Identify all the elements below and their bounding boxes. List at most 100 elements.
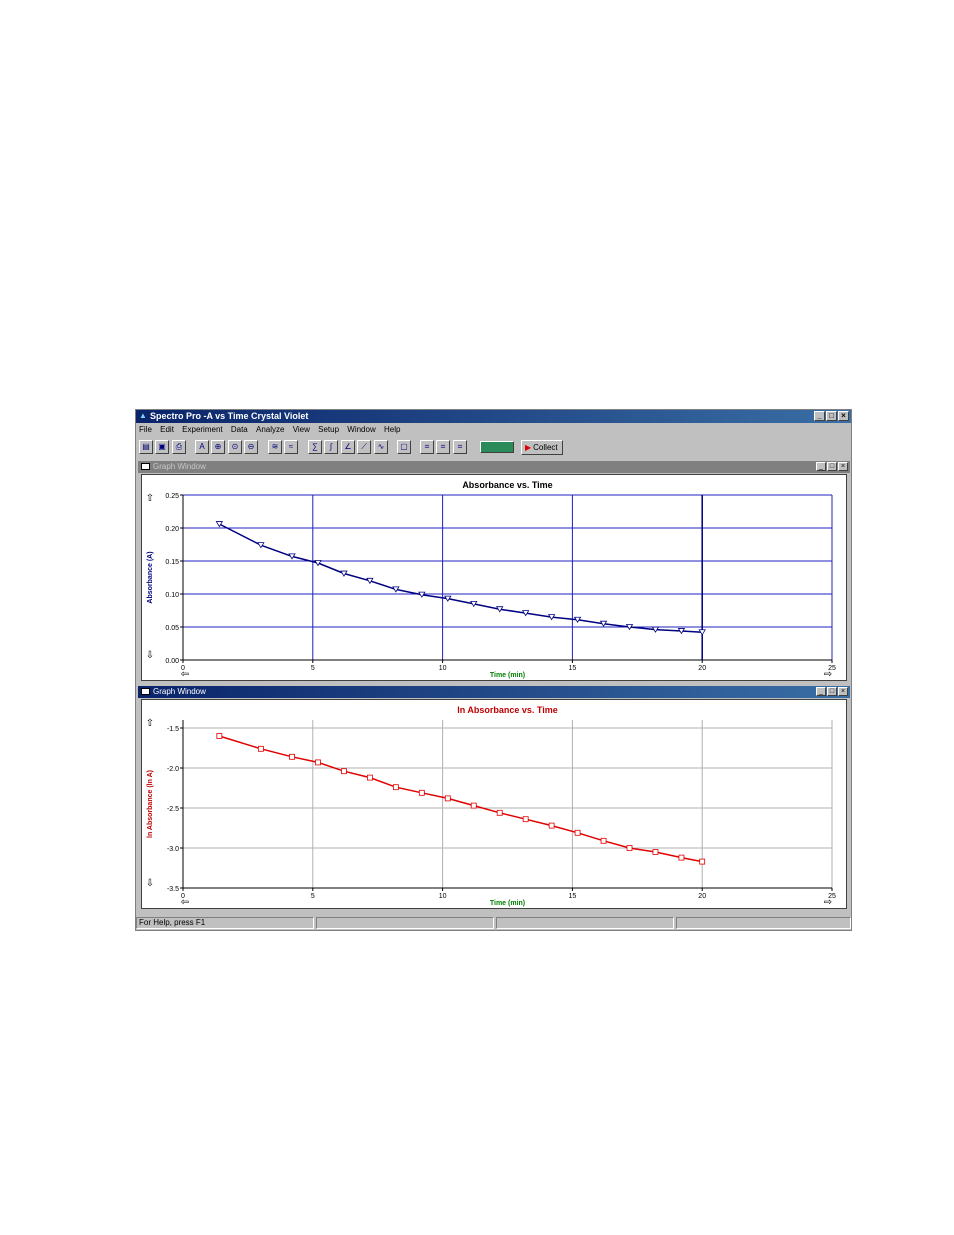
- menu-window[interactable]: Window: [347, 425, 376, 434]
- ln-absorbance-chart[interactable]: ln Absorbance vs. Time -3.5 -3.0 -2.5 -2.0 -1…: [142, 700, 846, 908]
- graph-1-plot[interactable]: Absorbance vs. Time 0.00 0.05 0.10 0.15 0.20 0…: [141, 474, 847, 681]
- scroll-down-icon[interactable]: ⇩: [146, 650, 154, 661]
- menu-experiment[interactable]: Experiment: [182, 425, 223, 434]
- y-tick-label: -3.0: [167, 846, 179, 853]
- scroll-down-icon[interactable]: ⇩: [146, 878, 154, 889]
- graph2-maximize-button[interactable]: □: [827, 687, 837, 696]
- zoom-icon[interactable]: ⊙: [228, 440, 242, 454]
- y-tick-label: 0.20: [165, 526, 179, 533]
- data-point: [392, 784, 399, 791]
- menu-view[interactable]: View: [292, 425, 310, 434]
- data-point: [522, 816, 529, 823]
- data-point: [625, 624, 634, 631]
- data-point: [651, 626, 660, 633]
- statistics-icon[interactable]: ∑: [308, 440, 322, 454]
- data-point: [678, 854, 685, 861]
- scroll-left-icon[interactable]: ⇦: [181, 897, 189, 908]
- window-title: Spectro Pro -A vs Time Crystal Violet: [150, 411, 309, 421]
- y-tick-label: 0.00: [165, 658, 179, 665]
- data-point: [652, 849, 659, 855]
- data-point: [698, 629, 706, 636]
- interface-status-icon[interactable]: [480, 441, 514, 453]
- graph-window-2: Graph Window _ □ × ln Absorbance vs. Tim…: [138, 686, 850, 912]
- tangent-icon[interactable]: ∠: [341, 440, 355, 454]
- menu-bar: File Edit Experiment Data Analyze View S…: [136, 423, 851, 436]
- status-panel-3: [496, 917, 674, 929]
- menu-edit[interactable]: Edit: [160, 425, 174, 434]
- x-tick-label: 5: [311, 665, 315, 672]
- y-tick-label: -2.0: [167, 766, 179, 773]
- x-axis-label: Time (min): [490, 672, 525, 679]
- scroll-up-icon[interactable]: ⇧: [146, 718, 154, 729]
- data-point: [470, 802, 477, 809]
- graph-stack-icon[interactable]: ⌗: [453, 440, 467, 454]
- app-triangle-icon: ▲: [139, 411, 147, 420]
- autoscale-icon[interactable]: A: [195, 440, 209, 454]
- menu-help[interactable]: Help: [383, 425, 401, 434]
- toolbar: ▤ ▣ ⎙ A ⊕ ⊙ ⊖ ≋ ≈ ∑ ∫ ∠ ⟋ ∿ ▢ ⌗ ⌗ ⌗ ▶ Col…: [136, 437, 851, 457]
- data-point: [574, 829, 581, 836]
- x-tick-label: 5: [311, 893, 315, 900]
- scroll-up-icon[interactable]: ⇧: [146, 493, 154, 504]
- data-point: [289, 753, 295, 760]
- data-point: [257, 745, 264, 752]
- restore-button[interactable]: □: [826, 411, 837, 421]
- series-line: [218, 523, 703, 634]
- x-tick-label: 15: [569, 893, 577, 900]
- graph-window-2-titlebar[interactable]: Graph Window _ □ ×: [138, 686, 850, 698]
- graph-window-1-titlebar[interactable]: Graph Window _ □ ×: [138, 461, 850, 473]
- curve-fit-icon[interactable]: ∿: [374, 440, 388, 454]
- x-tick-label: 10: [439, 665, 447, 672]
- graph-window-1: Graph Window _ □ × Absorbance vs. Time 0.…: [138, 461, 850, 684]
- graph-window-1-title: Graph Window: [153, 462, 206, 471]
- menu-analyze[interactable]: Analyze: [256, 425, 285, 434]
- data-point: [600, 837, 607, 844]
- graph-2-plot[interactable]: ln Absorbance vs. Time -3.5 -3.0 -2.5 -2.0 -1…: [141, 699, 847, 909]
- y-tick-label: 0.15: [165, 559, 179, 566]
- x-tick-label: 0: [181, 665, 185, 672]
- chart-title: Absorbance vs. Time: [462, 480, 552, 490]
- menu-setup[interactable]: Setup: [318, 425, 340, 434]
- menu-file[interactable]: File: [139, 425, 152, 434]
- data-point: [366, 577, 374, 585]
- scroll-right-icon[interactable]: ⇨: [824, 897, 832, 908]
- graph-options-icon[interactable]: ⌗: [420, 440, 434, 454]
- linear-fit-icon[interactable]: ⟋: [357, 440, 371, 454]
- graph2-close-button[interactable]: ×: [838, 687, 848, 696]
- scroll-left-icon[interactable]: ⇦: [181, 669, 189, 680]
- data-point: [418, 789, 425, 796]
- graph-window-icon: [141, 688, 150, 695]
- status-help: For Help, press F1: [136, 917, 314, 929]
- graph1-maximize-button[interactable]: □: [827, 462, 837, 471]
- data-point: [699, 858, 706, 865]
- absorbance-chart[interactable]: Absorbance vs. Time 0.00 0.05 0.10 0.15 0.20 0…: [142, 475, 846, 680]
- menu-data[interactable]: Data: [230, 425, 248, 434]
- scroll-right-icon[interactable]: ⇨: [824, 669, 832, 680]
- window-titlebar[interactable]: ▲ Spectro Pro -A vs Time Crystal Violet …: [136, 410, 851, 423]
- note-icon[interactable]: ▢: [397, 440, 411, 454]
- examine-icon[interactable]: ≋: [268, 440, 282, 454]
- minimize-button[interactable]: _: [814, 411, 825, 421]
- integral-icon[interactable]: ∫: [324, 440, 338, 454]
- close-button[interactable]: ×: [838, 411, 849, 421]
- x-tick-label: 10: [439, 893, 447, 900]
- open-icon[interactable]: ▤: [139, 440, 153, 454]
- data-point: [257, 542, 265, 549]
- print-icon[interactable]: ⎙: [172, 440, 186, 454]
- collect-button[interactable]: ▶ Collect: [521, 440, 563, 455]
- y-tick-label: 0.05: [165, 625, 179, 632]
- interpolate-icon[interactable]: ≈: [284, 440, 298, 454]
- zoom-out-icon[interactable]: ⊖: [244, 440, 258, 454]
- window-controls: _ □ ×: [814, 411, 849, 421]
- graph2-minimize-button[interactable]: _: [816, 687, 826, 696]
- graph1-minimize-button[interactable]: _: [816, 462, 826, 471]
- data-point: [470, 601, 478, 608]
- graph-window-icon: [141, 463, 150, 470]
- y-axis-label: ln Absorbance (ln A): [147, 770, 154, 838]
- data-point: [444, 595, 452, 602]
- zoom-in-icon[interactable]: ⊕: [211, 440, 225, 454]
- graph-layout-icon[interactable]: ⌗: [436, 440, 450, 454]
- save-icon[interactable]: ▣: [155, 440, 169, 454]
- graph1-close-button[interactable]: ×: [838, 462, 848, 471]
- play-icon: ▶: [525, 443, 532, 452]
